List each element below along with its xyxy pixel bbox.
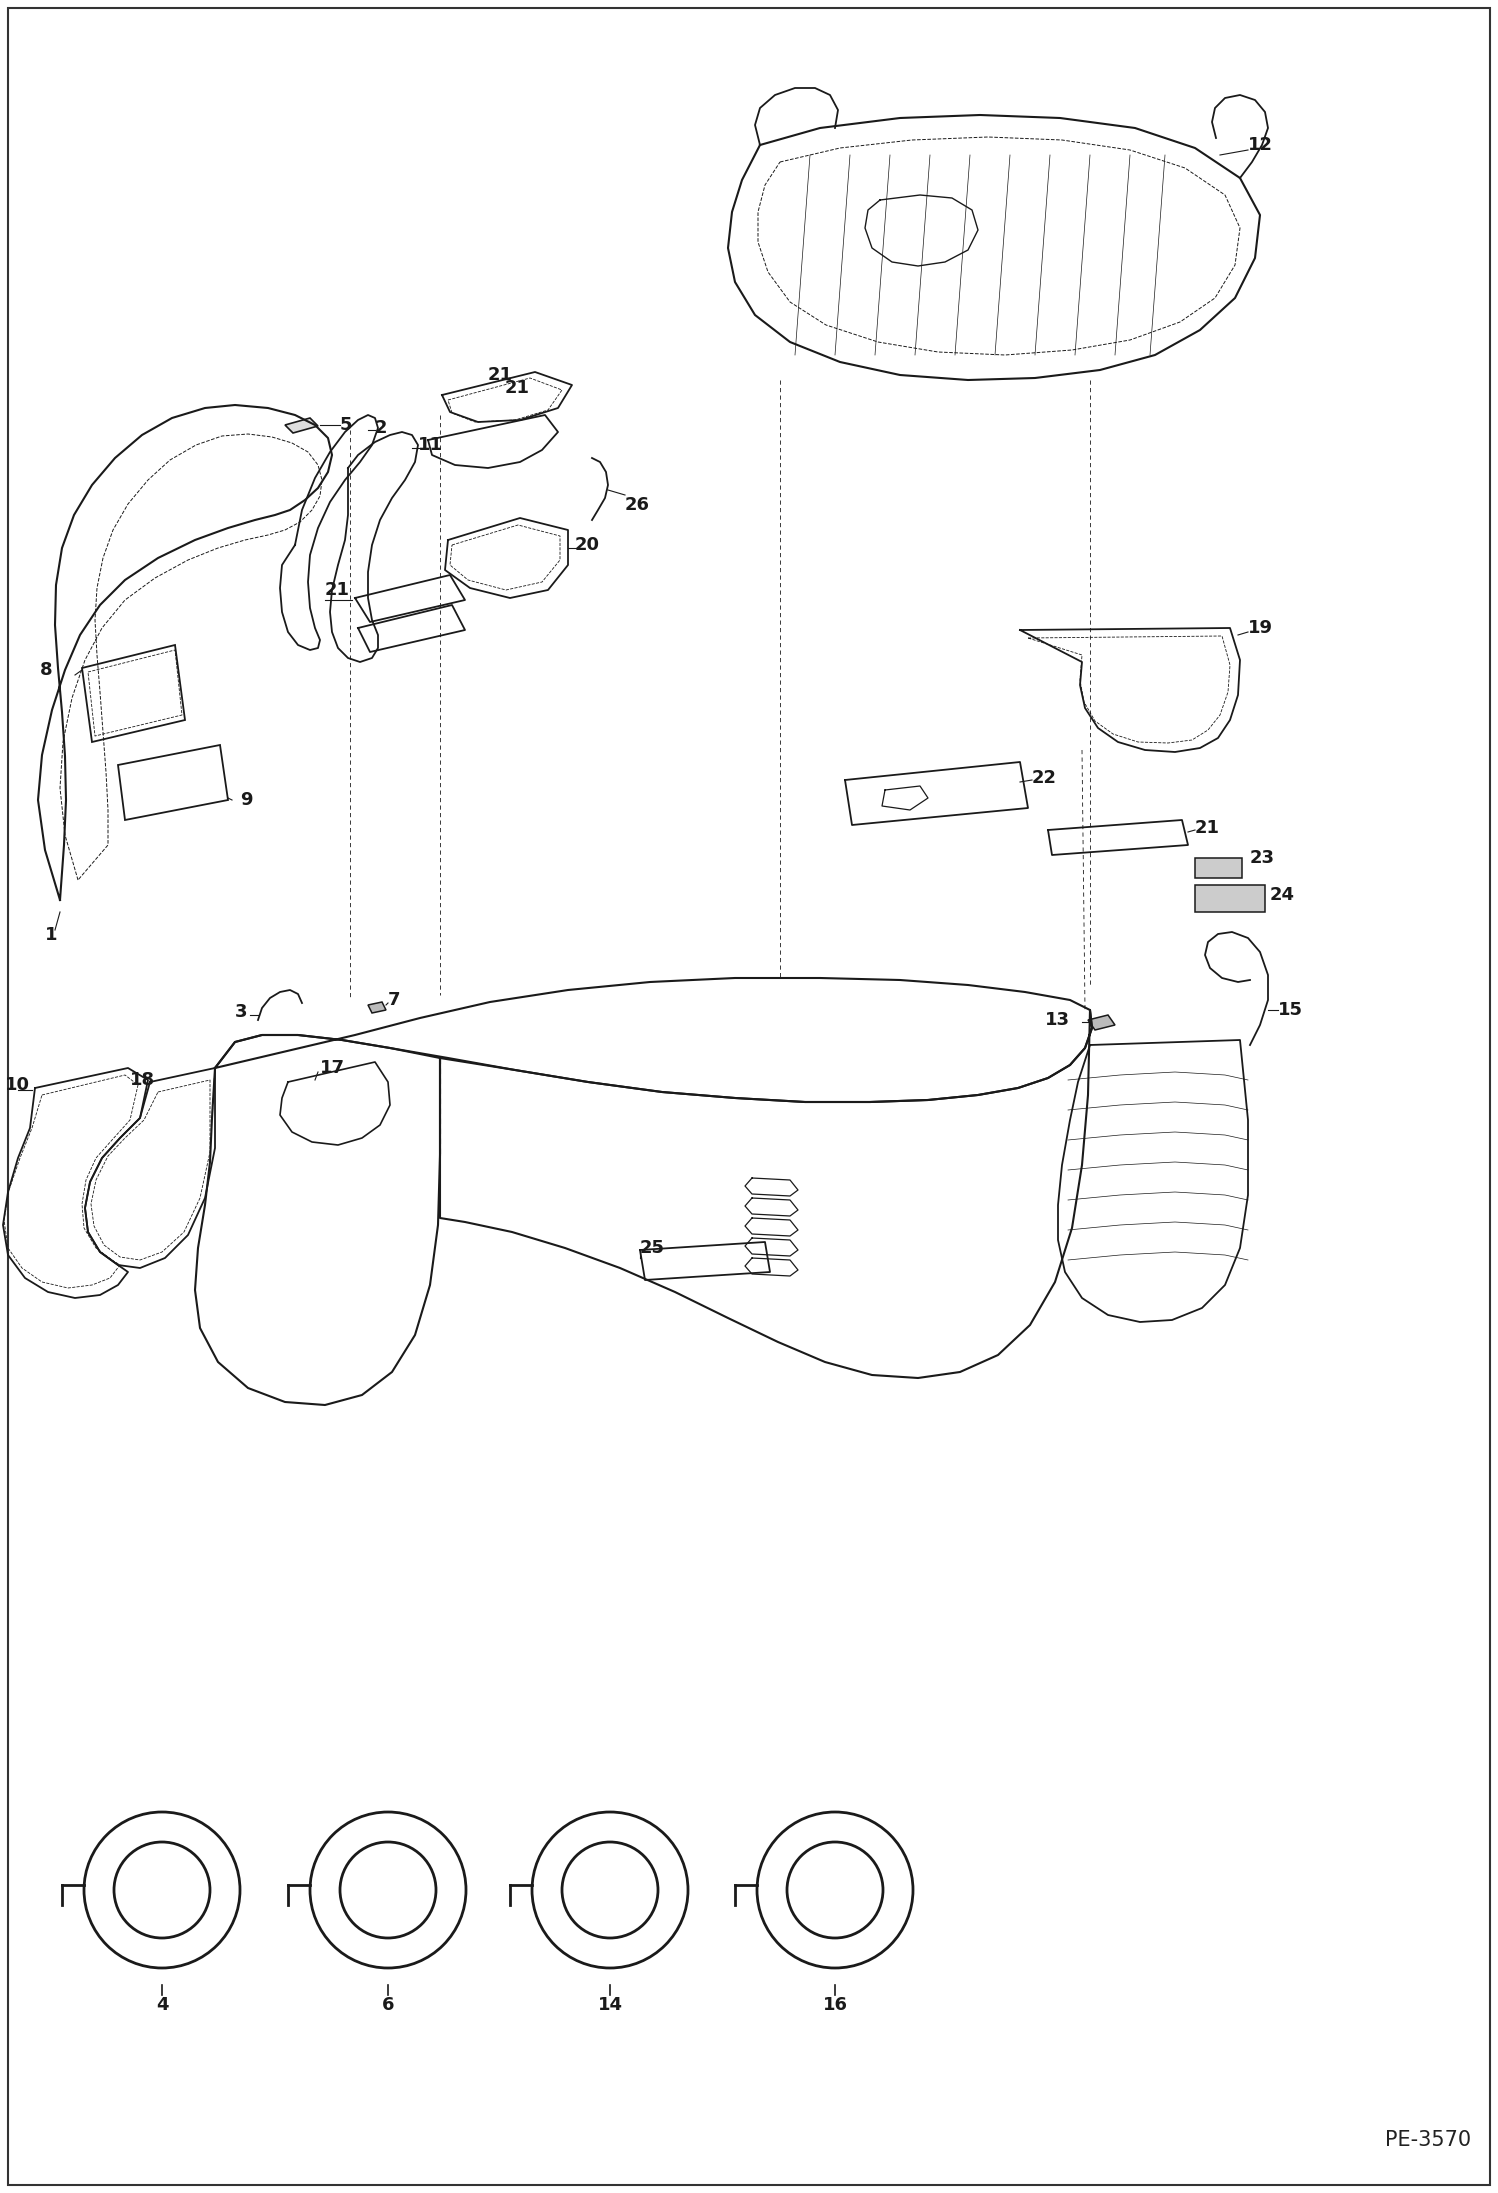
Text: 13: 13: [1046, 1011, 1070, 1029]
Text: 7: 7: [388, 991, 400, 1009]
Text: 24: 24: [1270, 886, 1294, 904]
Polygon shape: [118, 746, 228, 820]
Text: 21: 21: [488, 366, 512, 384]
Polygon shape: [82, 645, 184, 741]
Text: 16: 16: [822, 1996, 848, 2013]
Polygon shape: [285, 419, 318, 432]
Text: 3: 3: [235, 1002, 247, 1022]
Text: 11: 11: [418, 436, 443, 454]
Text: 18: 18: [130, 1070, 156, 1090]
Polygon shape: [1195, 857, 1242, 877]
Text: 1: 1: [45, 925, 57, 943]
Text: 17: 17: [321, 1059, 345, 1077]
Polygon shape: [1088, 1015, 1115, 1031]
Text: 19: 19: [1248, 618, 1273, 636]
Polygon shape: [1195, 886, 1264, 912]
Text: 15: 15: [1278, 1000, 1303, 1020]
Text: 9: 9: [240, 792, 253, 809]
Text: 21: 21: [1195, 818, 1219, 838]
Polygon shape: [369, 1002, 386, 1013]
Text: 12: 12: [1248, 136, 1273, 154]
Text: 26: 26: [625, 496, 650, 513]
Text: 21: 21: [505, 379, 530, 397]
Text: 5: 5: [340, 417, 352, 434]
Text: 10: 10: [4, 1077, 30, 1094]
Text: 25: 25: [640, 1239, 665, 1257]
Text: 6: 6: [382, 1996, 394, 2013]
Text: 23: 23: [1249, 849, 1275, 866]
Text: 20: 20: [575, 535, 601, 555]
Text: 22: 22: [1032, 770, 1058, 787]
Text: 21: 21: [325, 581, 351, 599]
Text: 14: 14: [598, 1996, 623, 2013]
Text: 4: 4: [156, 1996, 168, 2013]
Text: 8: 8: [40, 660, 52, 680]
Text: PE-3570: PE-3570: [1386, 2129, 1471, 2149]
Text: 2: 2: [374, 419, 388, 436]
